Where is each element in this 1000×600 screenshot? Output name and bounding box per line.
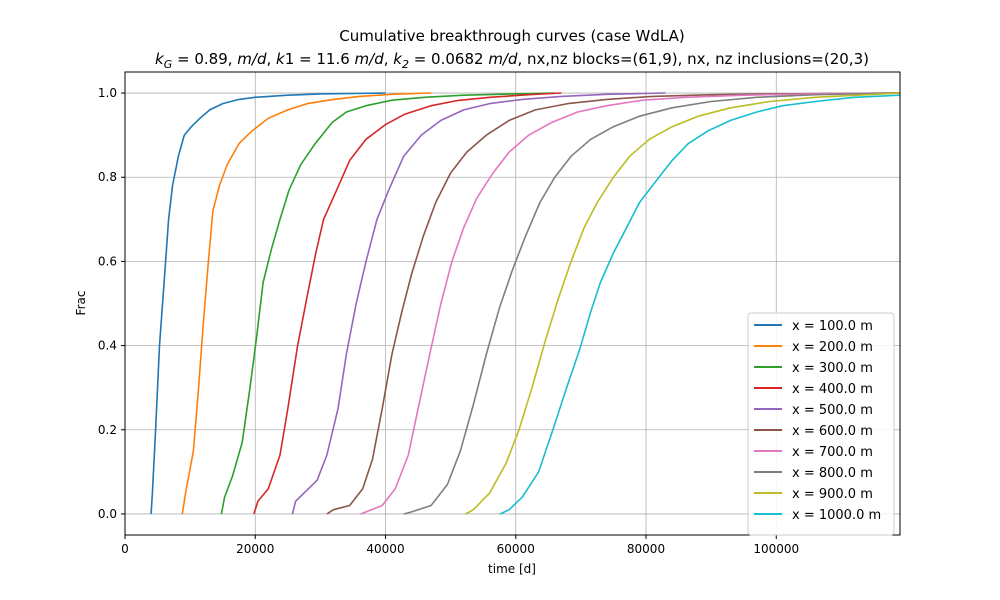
series-line-4: [253, 92, 562, 515]
series-line-9: [465, 92, 900, 515]
legend-label: x = 600.0 m: [792, 424, 873, 439]
legend-label: x = 900.0 m: [792, 487, 873, 502]
subtitle-part: k: [276, 50, 286, 68]
subtitle-part: k: [393, 50, 403, 68]
series-line-7: [360, 92, 900, 515]
subtitle-part: m/d: [355, 50, 385, 68]
legend-box: [747, 312, 895, 536]
legend-label: x = 200.0 m: [792, 340, 873, 355]
subtitle-part: 2: [402, 58, 409, 71]
series-line-6: [326, 92, 900, 515]
chart-title: Cumulative breakthrough curves (case WdL…: [339, 27, 684, 45]
x-tick-label: 20000: [236, 542, 274, 556]
legend-label: x = 500.0 m: [792, 403, 873, 418]
y-axis-label: Frac: [74, 291, 88, 316]
legend-label: x = 800.0 m: [792, 466, 873, 481]
x-tick-label: 80000: [627, 542, 665, 556]
y-tick-label: 1.0: [98, 86, 117, 100]
x-tick-label: 60000: [497, 542, 535, 556]
plot-frame: [124, 71, 901, 536]
series-line-3: [220, 92, 555, 515]
x-axis-label: time [d]: [488, 562, 536, 576]
chart-subtitle: kG = 0.89, m/d, k1 = 11.6 m/d, k2 = 0.06…: [155, 50, 869, 71]
subtitle-part: , nx,nz blocks=(61,9), nx, nz inclusions…: [518, 50, 869, 68]
subtitle-part: ,: [266, 50, 276, 68]
subtitle-part: m/d: [488, 50, 518, 68]
legend-label: x = 300.0 m: [792, 361, 873, 376]
legend-label: x = 100.0 m: [792, 319, 873, 334]
series-line-1: [150, 92, 386, 515]
x-tick-label: 40000: [366, 542, 404, 556]
subtitle-part: = 0.0682: [409, 50, 488, 68]
subtitle-part: ,: [384, 50, 394, 68]
subtitle-part: k: [155, 50, 165, 68]
y-tick-label: 0.2: [98, 423, 117, 437]
series-line-5: [291, 92, 666, 515]
legend-label: x = 400.0 m: [792, 382, 873, 397]
legend-label: x = 700.0 m: [792, 445, 873, 460]
y-tick-label: 0.4: [98, 339, 117, 353]
legend: x = 100.0 m x = 200.0 m x = 300.0 m x = 400…: [747, 312, 895, 536]
axis-ticks: 0 20000 40000 60000 80000 100000 0.0 0.2 0.4 0.6 0…: [98, 86, 799, 556]
series-line-2: [181, 92, 432, 515]
series-line-10: [499, 94, 900, 515]
subtitle-part: = 0.89,: [172, 50, 237, 68]
subtitle-part: G: [164, 58, 173, 71]
y-tick-label: 0.8: [98, 170, 117, 184]
subtitle-part: 1 = 11.6: [285, 50, 355, 68]
y-tick-label: 0.0: [98, 507, 117, 521]
subtitle-part: m/d: [237, 50, 267, 68]
series-line-8: [403, 92, 900, 515]
series-lines: [150, 92, 900, 515]
x-tick-label: 100000: [753, 542, 799, 556]
x-tick-label: 0: [121, 542, 129, 556]
y-tick-label: 0.6: [98, 254, 117, 268]
legend-label: x = 1000.0 m: [792, 508, 881, 523]
